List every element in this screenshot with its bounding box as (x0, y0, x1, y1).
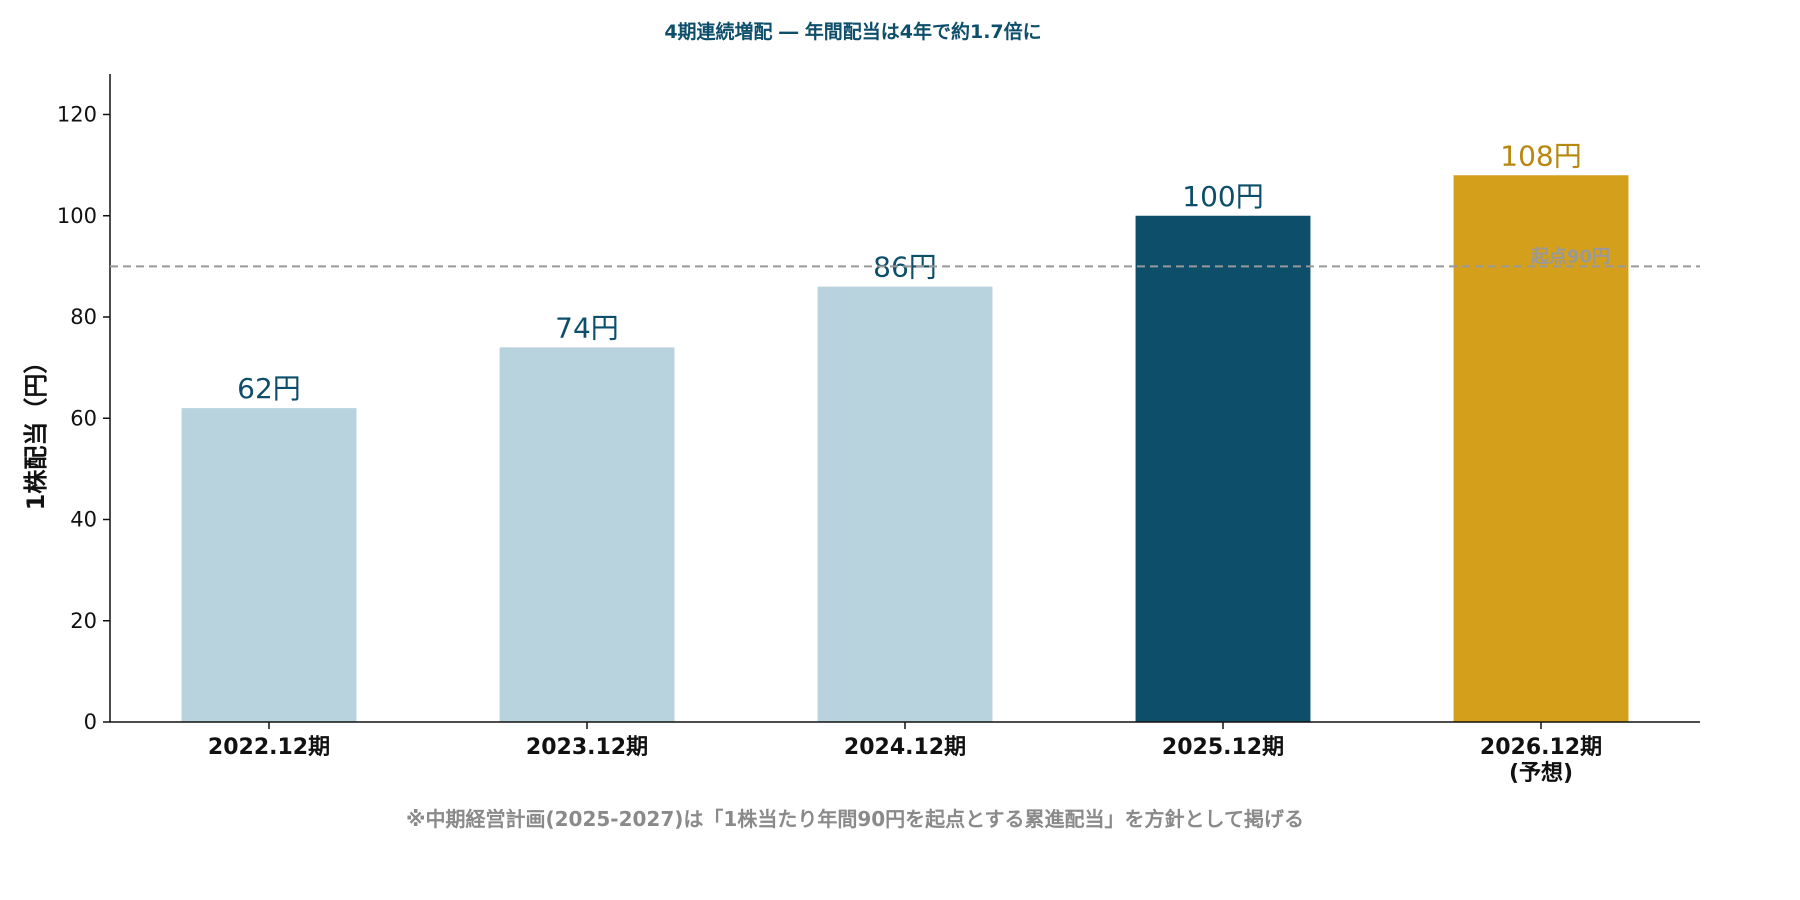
bar (817, 286, 993, 722)
x-axis: 2022.12期 2023.12期 2024.12期 2025.12期 2026.12期… (110, 721, 1700, 786)
x-tick-sublabel: (予想) (1509, 761, 1573, 786)
y-tick-label: 120 (57, 103, 97, 127)
chart-title: 4期連続増配 ― 年間配当は4年で約1.7倍に (664, 20, 1041, 43)
x-tick-label: 2023.12期 (526, 735, 648, 760)
y-tick-label: 100 (57, 204, 97, 228)
y-tick-label: 40 (70, 508, 97, 532)
footnote: ※中期経営計画(2025-2027)は「1株当たり年間90円を起点とする累進配当… (406, 807, 1304, 831)
bar (1135, 215, 1311, 722)
x-tick-label: 2026.12期 (1480, 735, 1602, 760)
bar (181, 408, 357, 722)
x-tick-label: 2024.12期 (844, 735, 966, 760)
y-axis-label: 1株配当（円） (22, 350, 50, 511)
reference-line-group: 起点90円 (110, 245, 1700, 268)
x-tick-label: 2025.12期 (1162, 735, 1284, 760)
reference-line-label: 起点90円 (1530, 245, 1610, 267)
y-tick-label: 0 (84, 710, 97, 734)
bar-value-label: 108円 (1500, 139, 1581, 172)
y-tick-label: 20 (70, 609, 97, 633)
x-tick-label: 2022.12期 (208, 735, 330, 760)
y-tick-label: 60 (70, 406, 97, 430)
y-tick-label: 80 (70, 305, 97, 329)
y-axis: 0 20 40 60 80 100 120 (57, 74, 111, 734)
bar-value-label: 74円 (555, 311, 619, 344)
bar (499, 347, 675, 722)
bar-value-label: 62円 (237, 372, 301, 405)
bar-value-label: 100円 (1182, 180, 1263, 213)
